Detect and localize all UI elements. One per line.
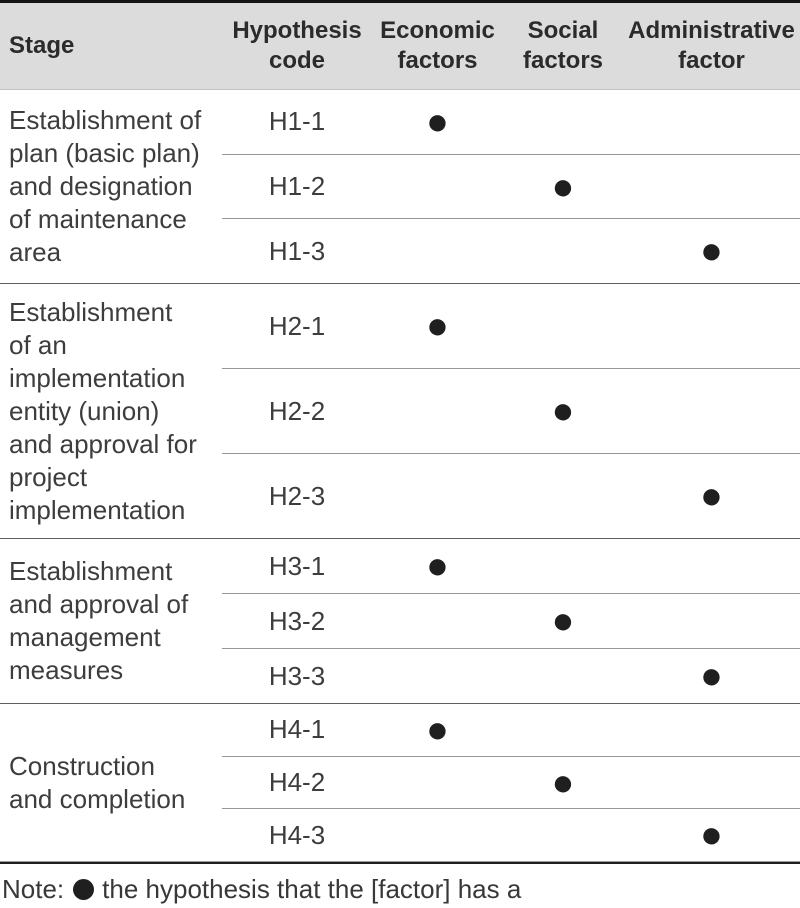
table-row: H3-2 ●	[222, 593, 800, 648]
table-header-row: Stage Hypothesis code Economic factors S…	[0, 3, 800, 90]
administrative-dot-cell	[623, 757, 800, 809]
column-header-economic-factors: Economic factors	[380, 17, 495, 74]
table-row: H4-1 ●	[222, 704, 800, 756]
economic-dot-cell	[372, 594, 503, 648]
hypothesis-code-cell: H3-2	[268, 605, 326, 636]
administrative-dot-cell	[623, 594, 800, 648]
table-bottom-rule-light	[0, 861, 800, 862]
hypothesis-code-cell: H2-3	[268, 480, 326, 511]
stage-label: Establishment and approval of management…	[9, 556, 189, 685]
social-dot-cell	[503, 454, 623, 538]
table-note: Note: the hypothesis that the [factor] h…	[0, 864, 800, 905]
hypothesis-code-cell: H2-2	[268, 395, 326, 426]
column-header-stage: Stage	[9, 32, 75, 59]
social-dot-cell	[503, 90, 623, 154]
administrative-dot-cell	[623, 704, 800, 756]
social-dot-cell	[503, 809, 623, 861]
administrative-dot-cell: ●	[700, 475, 723, 517]
administrative-dot-cell	[623, 90, 800, 154]
hypothesis-code-cell: H4-1	[268, 714, 326, 745]
economic-dot-cell	[372, 454, 503, 538]
stage-group-1: Establishment of plan (basic plan) and d…	[0, 90, 800, 283]
column-header-hypothesis-code: Hypothesis code	[232, 17, 362, 74]
stage-group-2: Establishment of an implementation entit…	[0, 283, 800, 538]
economic-dot-cell: ●	[426, 305, 449, 347]
hypothesis-code-cell: H2-1	[268, 310, 326, 341]
social-dot-cell: ●	[551, 600, 575, 642]
economic-dot-cell	[372, 649, 503, 703]
hypothesis-code-cell: H4-2	[268, 767, 326, 797]
table-row: H1-3 ●	[222, 218, 800, 283]
column-header-administrative-factor: Administrative factor	[628, 17, 795, 74]
administrative-dot-cell	[623, 284, 800, 368]
table-row: H4-2 ●	[222, 755, 800, 809]
hypothesis-code-cell: H3-1	[268, 550, 326, 581]
administrative-dot-cell	[623, 539, 800, 593]
social-dot-cell	[503, 539, 623, 593]
administrative-dot-cell: ●	[700, 655, 723, 697]
table-row: H4-3 ●	[222, 808, 800, 861]
administrative-dot-cell: ●	[700, 230, 723, 273]
social-dot-cell: ●	[551, 390, 575, 432]
economic-dot-cell: ●	[426, 545, 449, 587]
stage-group-4: Construction and completion H4-1 ● H4-2 …	[0, 703, 800, 861]
table-bottom-rule-dark	[0, 862, 800, 864]
economic-dot-cell: ●	[426, 100, 449, 143]
table-row: H1-1 ●	[222, 90, 800, 154]
administrative-dot-cell	[623, 155, 800, 219]
economic-dot-cell	[372, 155, 503, 219]
administrative-dot-cell	[623, 369, 800, 453]
economic-dot-cell	[372, 757, 503, 809]
hypothesis-code-cell: H4-3	[268, 819, 326, 850]
economic-dot-cell: ●	[426, 708, 449, 751]
hypothesis-code-cell: H1-2	[268, 171, 326, 201]
hypothesis-code-cell: H1-3	[268, 235, 326, 266]
hypothesis-code-cell: H3-3	[268, 660, 326, 691]
stage-label: Construction and completion	[9, 750, 186, 814]
table-row: H2-1 ●	[222, 284, 800, 368]
stage-label: Establishment of plan (basic plan) and d…	[9, 105, 202, 267]
economic-dot-cell	[372, 219, 503, 283]
stage-label: Establishment of an implementation entit…	[9, 296, 197, 525]
table-row: H2-3 ●	[222, 453, 800, 538]
table-top-rule	[0, 0, 800, 3]
social-dot-cell	[503, 219, 623, 283]
table-row: H3-3 ●	[222, 648, 800, 703]
social-dot-cell	[503, 704, 623, 756]
social-dot-cell	[503, 284, 623, 368]
social-dot-cell: ●	[551, 761, 575, 804]
note-text: the hypothesis that the [factor] has a	[102, 874, 522, 904]
administrative-dot-cell: ●	[700, 814, 723, 857]
table-row: H1-2 ●	[222, 153, 800, 219]
hypothesis-code-cell: H1-1	[268, 106, 326, 137]
stage-group-3: Establishment and approval of management…	[0, 538, 800, 703]
social-dot-cell: ●	[551, 165, 575, 208]
table-row: H3-1 ●	[222, 539, 800, 593]
economic-dot-cell	[372, 809, 503, 861]
filled-circle-icon	[73, 879, 95, 900]
table-row: H2-2 ●	[222, 368, 800, 453]
column-header-social-factors: Social factors	[522, 17, 604, 74]
social-dot-cell	[503, 649, 623, 703]
note-prefix: Note:	[2, 874, 65, 904]
economic-dot-cell	[372, 369, 503, 453]
